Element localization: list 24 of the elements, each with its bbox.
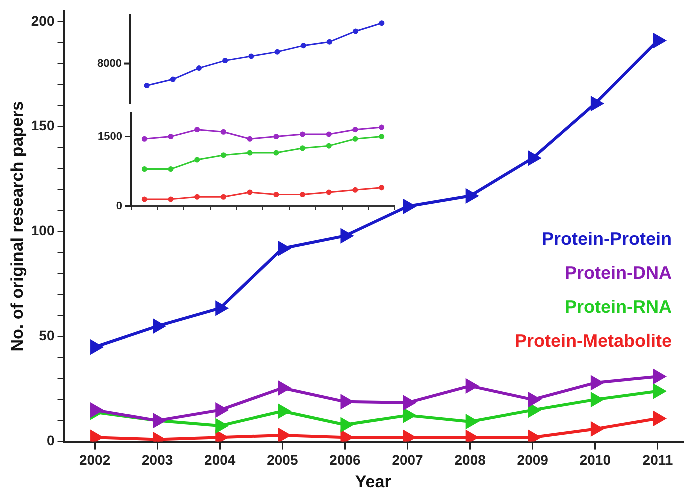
x-tick-label: 2007 xyxy=(392,452,424,468)
x-tick-label: 2008 xyxy=(454,452,486,468)
y-tick-label: 0 xyxy=(46,432,55,449)
y-tick-label: 50 xyxy=(39,328,55,344)
x-tick-label: 2003 xyxy=(142,452,174,468)
text: Protein-DNA xyxy=(564,262,672,285)
x-tick-label: 2004 xyxy=(204,452,236,468)
x-tick-label: 2011 xyxy=(642,452,674,468)
y-tick-label: 150 xyxy=(31,118,55,134)
x-tick-label: 2005 xyxy=(267,452,298,468)
x-tick-label: 2009 xyxy=(517,452,549,468)
text: Protein-RNA xyxy=(564,296,672,319)
y-tick-label: 100 xyxy=(31,222,55,239)
x-tick-label: 2006 xyxy=(330,452,362,468)
y-tick-label: 1500 xyxy=(98,130,122,143)
text: Protein-Metabolite xyxy=(514,330,672,353)
y-axis-title: No. of original research papers xyxy=(8,101,27,352)
y-tick-label: 0 xyxy=(116,200,122,212)
annotation: 8000 xyxy=(98,58,122,70)
x-tick-label: 2002 xyxy=(79,452,111,468)
x-axis-title: Year xyxy=(355,472,392,492)
text: Protein-Protein xyxy=(540,228,672,251)
x-tick-label: 2010 xyxy=(580,452,612,468)
y-tick-label: 200 xyxy=(31,12,55,29)
